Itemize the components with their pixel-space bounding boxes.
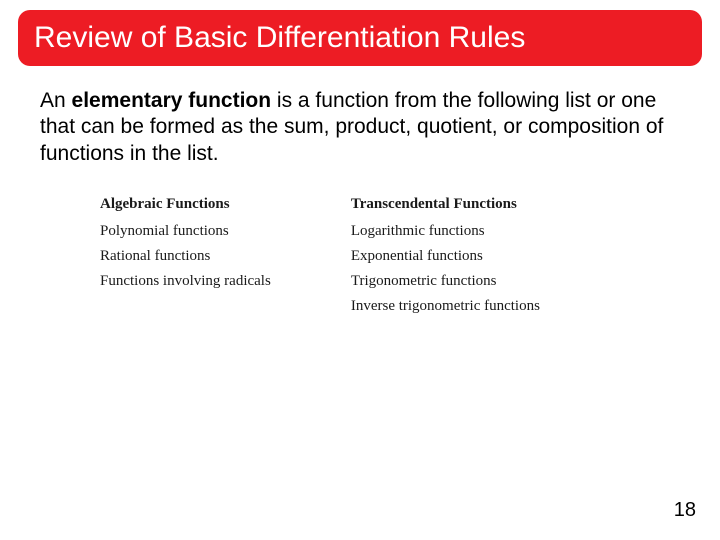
title-bar: Review of Basic Differentiation Rules: [18, 10, 702, 66]
transcendental-header: Transcendental Functions: [351, 196, 540, 213]
algebraic-item: Polynomial functions: [100, 223, 271, 240]
page-number: 18: [674, 499, 696, 522]
algebraic-column: Algebraic Functions Polynomial functions…: [100, 196, 271, 315]
functions-table: Algebraic Functions Polynomial functions…: [100, 196, 640, 315]
algebraic-header: Algebraic Functions: [100, 196, 271, 213]
algebraic-item: Functions involving radicals: [100, 273, 271, 290]
transcendental-item: Trigonometric functions: [351, 273, 540, 290]
slide-title: Review of Basic Differentiation Rules: [34, 21, 525, 55]
body-paragraph: An elementary function is a function fro…: [40, 88, 680, 167]
algebraic-item: Rational functions: [100, 248, 271, 265]
body-prefix: An: [40, 89, 72, 112]
transcendental-item: Logarithmic functions: [351, 223, 540, 240]
transcendental-column: Transcendental Functions Logarithmic fun…: [351, 196, 540, 315]
body-bold-term: elementary function: [72, 89, 272, 112]
transcendental-item: Inverse trigonometric functions: [351, 298, 540, 315]
transcendental-item: Exponential functions: [351, 248, 540, 265]
